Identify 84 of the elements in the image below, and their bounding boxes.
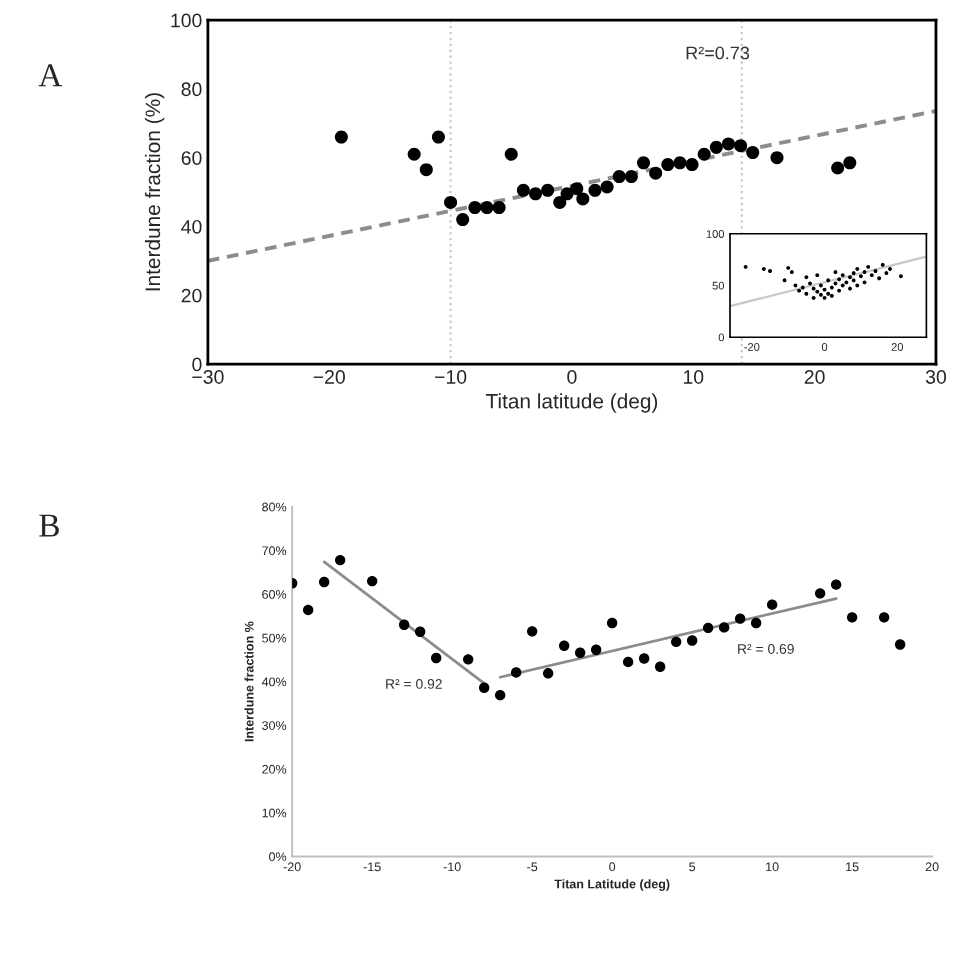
x-axis-title: Titan latitude (deg) xyxy=(485,393,658,413)
point xyxy=(624,170,638,184)
point xyxy=(622,656,634,668)
point xyxy=(480,201,494,215)
y-tick-label: 20 xyxy=(181,288,202,303)
point xyxy=(529,187,543,201)
point xyxy=(541,183,555,197)
y-tick-label: 60 xyxy=(181,151,202,165)
point xyxy=(560,187,574,201)
point xyxy=(430,652,442,664)
x-tick-label: 30 xyxy=(925,370,947,384)
point xyxy=(576,192,590,206)
point xyxy=(670,636,682,648)
point xyxy=(510,667,522,678)
point xyxy=(734,613,746,624)
y-tick-label: 40 xyxy=(181,219,202,234)
text: A xyxy=(38,64,63,87)
x-tick-label: 20 xyxy=(804,370,825,384)
point xyxy=(654,661,666,672)
point xyxy=(637,156,651,170)
point xyxy=(878,612,890,623)
point xyxy=(494,689,506,701)
y-axis-title: Interdune fraction (%) xyxy=(144,93,165,291)
point xyxy=(697,147,711,161)
point xyxy=(638,653,650,664)
point xyxy=(318,576,330,588)
x-tick-label: −20 xyxy=(313,370,345,384)
point xyxy=(462,654,474,665)
point xyxy=(814,588,826,599)
point xyxy=(553,195,567,209)
point xyxy=(673,156,687,170)
x-tick-label: −30 xyxy=(192,370,224,384)
y-tick-label: 100 xyxy=(171,13,202,28)
point xyxy=(830,579,842,590)
point xyxy=(444,195,458,209)
point xyxy=(734,139,748,153)
point xyxy=(468,201,482,215)
point xyxy=(302,604,314,616)
point xyxy=(588,183,602,197)
x-tick-label: 10 xyxy=(683,370,704,384)
point xyxy=(709,140,723,154)
point xyxy=(431,130,445,144)
point xyxy=(721,137,735,151)
text: B xyxy=(39,514,59,537)
point xyxy=(542,668,554,679)
point xyxy=(831,161,845,175)
point xyxy=(419,163,433,177)
point xyxy=(718,622,730,633)
point xyxy=(894,639,906,650)
point xyxy=(600,180,614,194)
y-tick-label: 80 xyxy=(181,82,202,97)
point xyxy=(526,626,538,637)
point xyxy=(334,554,346,566)
point xyxy=(606,617,618,629)
point xyxy=(504,147,518,161)
point xyxy=(685,158,699,172)
point xyxy=(702,622,714,634)
annotation: R²=0.73 xyxy=(686,46,750,60)
point xyxy=(478,682,490,693)
x-tick-label: 0 xyxy=(567,370,577,384)
point xyxy=(414,626,426,637)
point xyxy=(366,575,378,587)
point xyxy=(649,166,663,180)
point xyxy=(612,170,626,184)
point xyxy=(407,147,421,161)
point xyxy=(766,599,778,610)
point xyxy=(846,612,858,623)
point xyxy=(398,619,410,630)
point xyxy=(843,156,857,170)
point xyxy=(750,617,762,629)
point xyxy=(590,644,602,655)
point xyxy=(516,183,530,197)
point xyxy=(686,635,698,646)
point xyxy=(574,647,586,658)
point xyxy=(334,130,348,144)
point xyxy=(456,213,470,227)
point xyxy=(492,201,506,215)
y-tick-label: 0 xyxy=(192,357,202,372)
point xyxy=(746,146,760,160)
point xyxy=(661,158,675,172)
point xyxy=(770,151,784,165)
point xyxy=(570,182,584,196)
x-tick-label: −10 xyxy=(435,370,467,384)
point xyxy=(558,640,570,651)
